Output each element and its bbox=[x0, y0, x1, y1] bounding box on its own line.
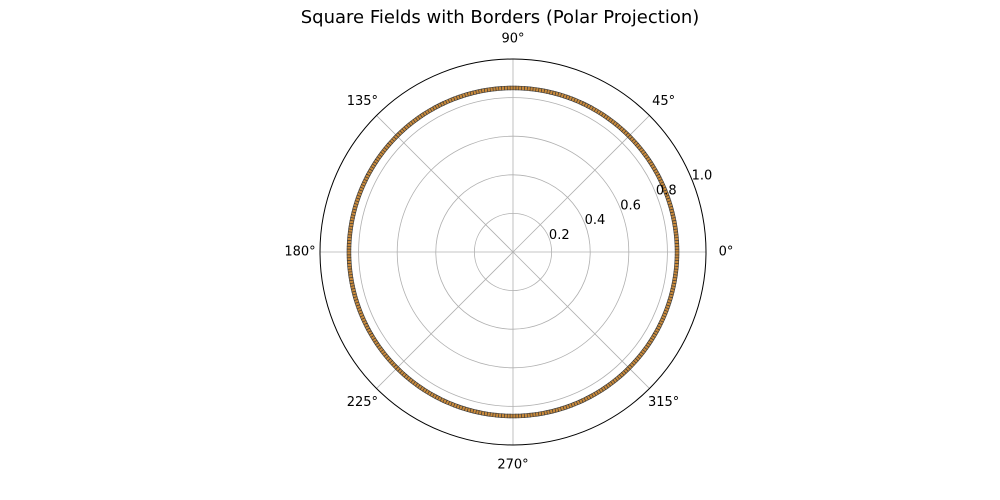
r-gridline bbox=[358, 97, 668, 407]
theta-gridline bbox=[376, 115, 514, 253]
theta-gridline bbox=[512, 115, 650, 253]
polar-bar bbox=[506, 85, 511, 91]
polar-bar bbox=[512, 413, 517, 419]
polar-bar bbox=[674, 245, 680, 250]
polar-bar bbox=[503, 413, 508, 419]
theta-gridline bbox=[376, 251, 514, 389]
theta-tick-label: 225° bbox=[347, 395, 378, 410]
polar-bar bbox=[346, 254, 352, 259]
r-tick-label: 0.4 bbox=[585, 213, 606, 228]
polar-bar bbox=[346, 242, 352, 247]
r-tick-label: 0.6 bbox=[620, 198, 641, 213]
chart-title: Square Fields with Borders (Polar Projec… bbox=[300, 7, 700, 28]
r-gridline bbox=[473, 212, 552, 291]
theta-tick-label: 0° bbox=[719, 245, 734, 260]
theta-gridline bbox=[512, 251, 650, 389]
polar-bar bbox=[346, 248, 352, 253]
polar-bar bbox=[509, 85, 514, 91]
theta-tick-label: 270° bbox=[497, 458, 528, 473]
polar-bar bbox=[509, 413, 514, 419]
polar-bar bbox=[515, 85, 520, 91]
polar-bar bbox=[674, 248, 680, 253]
polar-bar bbox=[506, 413, 511, 419]
polar-bar bbox=[515, 413, 520, 419]
theta-tick-label: 90° bbox=[501, 32, 524, 47]
polar-bar bbox=[674, 254, 680, 259]
polar-bar bbox=[674, 251, 680, 256]
polar-bar bbox=[346, 245, 352, 250]
r-tick-label: 0.2 bbox=[549, 228, 570, 243]
theta-tick-label: 315° bbox=[648, 395, 679, 410]
r-tick-label: 0.8 bbox=[656, 184, 677, 199]
polar-bar bbox=[512, 85, 517, 91]
r-gridline bbox=[435, 174, 591, 330]
polar-bar bbox=[518, 85, 523, 91]
r-gridline bbox=[396, 135, 630, 369]
r-tick-label: 1.0 bbox=[692, 169, 713, 184]
theta-tick-label: 135° bbox=[347, 94, 378, 109]
polar-bar bbox=[346, 251, 352, 256]
polar-bar bbox=[674, 257, 680, 262]
theta-tick-label: 180° bbox=[284, 245, 315, 260]
polar-frame bbox=[319, 58, 707, 446]
theta-tick-label: 45° bbox=[652, 94, 675, 109]
